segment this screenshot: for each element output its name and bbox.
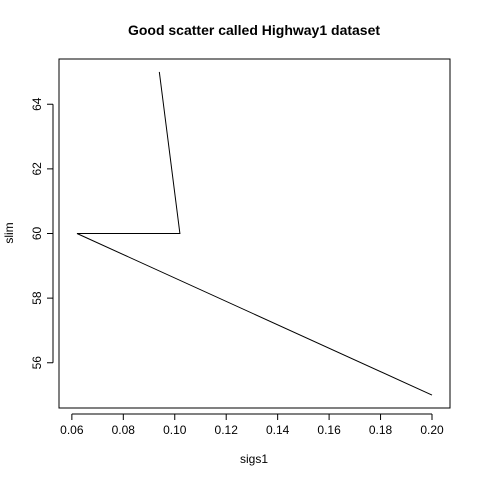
y-axis: 56 58 60 62 64: [30, 97, 54, 370]
y-tick-label: 64: [30, 97, 44, 111]
plot-frame: [58, 58, 451, 409]
y-tick-label: 60: [30, 227, 44, 241]
x-tick-label: 0.14: [266, 423, 290, 437]
series-layer: [76, 71, 433, 396]
x-tick-label: 0.12: [215, 423, 239, 437]
x-tick-label: 0.10: [163, 423, 187, 437]
chart-title: Good scatter called Highway1 dataset: [128, 22, 380, 38]
series-line: [76, 71, 433, 396]
y-tick-label: 58: [30, 291, 44, 305]
x-tick-label: 0.18: [369, 423, 393, 437]
x-tick-label: 0.16: [317, 423, 341, 437]
x-axis-label: sigs1: [240, 452, 268, 466]
x-tick-label: 0.08: [112, 423, 136, 437]
x-axis: 0.06 0.08 0.10 0.12 0.14 0.16 0.18 0.20: [60, 413, 444, 437]
x-tick-label: 0.20: [420, 423, 444, 437]
y-tick-label: 56: [30, 356, 44, 370]
x-tick-label: 0.06: [60, 423, 84, 437]
y-axis-label: slim: [2, 222, 16, 243]
y-tick-label: 62: [30, 162, 44, 176]
